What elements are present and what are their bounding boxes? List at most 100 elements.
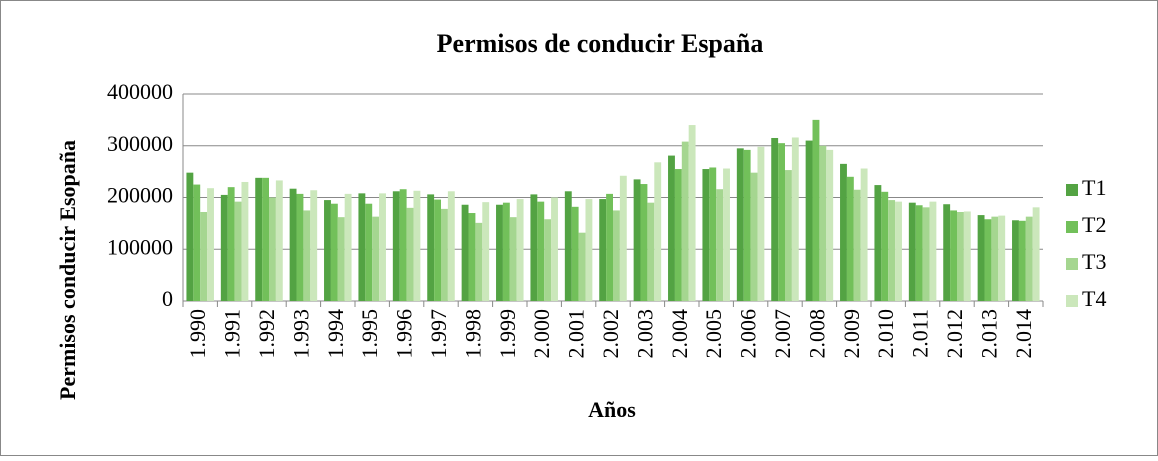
bar bbox=[874, 185, 882, 301]
bar bbox=[709, 167, 717, 301]
bar bbox=[262, 177, 269, 301]
bar bbox=[502, 202, 510, 301]
bar bbox=[743, 149, 751, 301]
bar bbox=[805, 140, 813, 301]
bar bbox=[496, 204, 503, 301]
bar bbox=[681, 141, 689, 301]
bar bbox=[613, 210, 620, 301]
y-axis-label: Permisos conducir Esopaña bbox=[55, 140, 80, 400]
x-tick-label: 1.991 bbox=[220, 309, 245, 359]
legend-label: T4 bbox=[1082, 286, 1106, 311]
bar bbox=[846, 176, 854, 301]
bar bbox=[716, 189, 724, 301]
bar bbox=[977, 215, 985, 301]
bar bbox=[984, 219, 992, 301]
bar bbox=[674, 169, 682, 301]
bar bbox=[186, 172, 194, 301]
bar bbox=[193, 184, 201, 301]
bar bbox=[482, 202, 490, 301]
x-tick-label: 1.994 bbox=[323, 309, 348, 359]
bar bbox=[998, 215, 1006, 301]
legend-swatch bbox=[1066, 295, 1078, 307]
bar bbox=[372, 216, 380, 301]
bar bbox=[929, 201, 937, 301]
bar bbox=[757, 146, 765, 301]
x-tick-label: 1.995 bbox=[357, 309, 382, 359]
bar bbox=[668, 155, 675, 301]
bar bbox=[337, 217, 345, 301]
bar bbox=[895, 201, 902, 301]
bar bbox=[434, 199, 441, 301]
x-tick-label: 2.009 bbox=[839, 309, 864, 359]
bar bbox=[509, 217, 517, 301]
bar bbox=[207, 188, 214, 301]
bar bbox=[785, 170, 792, 301]
x-tick-label: 2.007 bbox=[770, 309, 795, 359]
y-tick-label: 200000 bbox=[107, 183, 173, 208]
bar bbox=[447, 191, 455, 301]
x-tick-label: 2.013 bbox=[976, 309, 1001, 359]
bar bbox=[1018, 220, 1026, 301]
bar bbox=[475, 222, 483, 301]
bar bbox=[702, 169, 710, 301]
bar bbox=[991, 216, 999, 301]
bar bbox=[406, 207, 414, 301]
bar bbox=[303, 210, 311, 301]
y-tick-label: 300000 bbox=[107, 131, 173, 156]
bar bbox=[220, 194, 228, 301]
bar bbox=[736, 148, 744, 301]
bar bbox=[234, 201, 242, 301]
x-tick-label: 2.012 bbox=[942, 309, 967, 359]
bar bbox=[441, 208, 448, 301]
bar bbox=[200, 211, 208, 301]
x-tick-label: 1.997 bbox=[426, 309, 451, 359]
bar bbox=[654, 162, 662, 301]
x-tick-label: 2.006 bbox=[736, 309, 761, 359]
bar bbox=[640, 184, 648, 301]
bar bbox=[922, 207, 930, 301]
bar bbox=[826, 149, 834, 301]
bar bbox=[289, 188, 297, 301]
bar bbox=[915, 205, 923, 301]
bar bbox=[963, 211, 971, 301]
bar bbox=[791, 137, 799, 301]
bar bbox=[950, 210, 957, 301]
bar bbox=[358, 193, 366, 301]
bar bbox=[379, 193, 386, 301]
y-tick-label: 400000 bbox=[107, 79, 173, 104]
x-tick-label: 2.004 bbox=[667, 309, 692, 359]
x-tick-label: 2.014 bbox=[1011, 309, 1036, 359]
y-tick-label: 0 bbox=[162, 286, 173, 311]
x-tick-label: 1.998 bbox=[460, 309, 485, 359]
legend-label: T3 bbox=[1082, 249, 1106, 274]
bar bbox=[461, 204, 469, 301]
x-tick-label: 1.990 bbox=[185, 309, 210, 359]
bar bbox=[633, 179, 641, 301]
bar bbox=[468, 213, 476, 301]
bar bbox=[888, 200, 896, 301]
bar bbox=[564, 191, 572, 301]
bar bbox=[585, 199, 593, 301]
bar bbox=[578, 232, 586, 301]
legend-swatch bbox=[1066, 184, 1078, 196]
legend-label: T2 bbox=[1082, 212, 1106, 237]
x-tick-label: 2.001 bbox=[564, 309, 589, 359]
legend-swatch bbox=[1066, 258, 1078, 270]
bar bbox=[427, 194, 435, 301]
bar bbox=[241, 181, 249, 301]
bar bbox=[860, 168, 868, 301]
x-tick-label: 1.999 bbox=[495, 309, 520, 359]
bar bbox=[399, 189, 407, 301]
bar bbox=[688, 125, 696, 301]
x-tick-label: 2.008 bbox=[804, 309, 829, 359]
bar bbox=[619, 175, 627, 301]
legend-label: T1 bbox=[1082, 175, 1106, 200]
bar bbox=[1032, 207, 1040, 301]
bar bbox=[571, 206, 579, 301]
bar bbox=[606, 193, 613, 301]
bar bbox=[530, 194, 538, 301]
bar bbox=[365, 203, 373, 301]
bar bbox=[516, 199, 524, 301]
bar bbox=[723, 168, 730, 301]
